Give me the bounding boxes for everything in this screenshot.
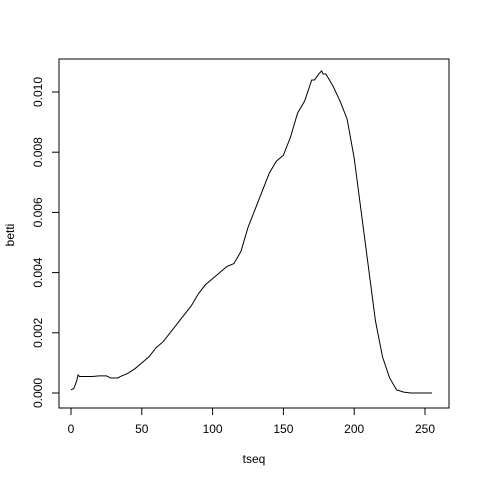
x-tick-label: 150 <box>273 422 293 436</box>
y-tick-label: 0.000 <box>31 378 45 408</box>
x-tick-label: 0 <box>68 422 75 436</box>
x-tick-label: 250 <box>415 422 435 436</box>
y-tick-label: 0.004 <box>31 257 45 287</box>
x-axis: 0 50 100 150 200 250 <box>68 407 435 436</box>
y-tick-label: 0.006 <box>31 197 45 227</box>
series-line <box>70 70 433 394</box>
y-tick-label: 0.010 <box>31 77 45 107</box>
y-axis-title: betti <box>3 224 17 247</box>
y-axis: 0.000 0.002 0.004 0.006 0.008 0.010 <box>31 77 60 408</box>
x-tick-label: 200 <box>344 422 364 436</box>
y-tick-label: 0.008 <box>31 137 45 167</box>
x-tick-label: 50 <box>135 422 149 436</box>
x-tick-label: 100 <box>203 422 223 436</box>
y-tick-label: 0.002 <box>31 317 45 347</box>
x-axis-title: tseq <box>243 452 266 466</box>
